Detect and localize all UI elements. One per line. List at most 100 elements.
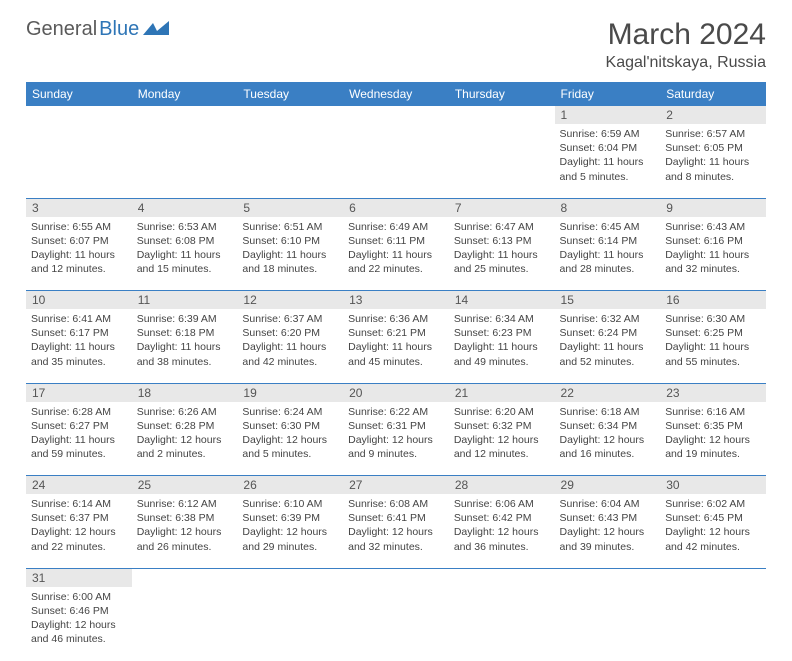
day-cell (237, 587, 343, 661)
month-title: March 2024 (606, 18, 766, 52)
day-content: Sunrise: 6:43 AMSunset: 6:16 PMDaylight:… (665, 220, 761, 277)
day-cell: Sunrise: 6:14 AMSunset: 6:37 PMDaylight:… (26, 494, 132, 568)
day-number-row: 17181920212223 (26, 383, 766, 402)
day-content: Sunrise: 6:22 AMSunset: 6:31 PMDaylight:… (348, 405, 444, 462)
day-content: Sunrise: 6:20 AMSunset: 6:32 PMDaylight:… (454, 405, 550, 462)
day-cell: Sunrise: 6:30 AMSunset: 6:25 PMDaylight:… (660, 309, 766, 383)
day-number: 4 (132, 198, 238, 217)
day-number: 17 (26, 383, 132, 402)
day-content: Sunrise: 6:57 AMSunset: 6:05 PMDaylight:… (665, 127, 761, 184)
day-content: Sunrise: 6:51 AMSunset: 6:10 PMDaylight:… (242, 220, 338, 277)
day-content: Sunrise: 6:06 AMSunset: 6:42 PMDaylight:… (454, 497, 550, 554)
day-number-row: 24252627282930 (26, 476, 766, 495)
day-cell: Sunrise: 6:08 AMSunset: 6:41 PMDaylight:… (343, 494, 449, 568)
day-content: Sunrise: 6:30 AMSunset: 6:25 PMDaylight:… (665, 312, 761, 369)
day-cell: Sunrise: 6:57 AMSunset: 6:05 PMDaylight:… (660, 124, 766, 198)
day-number: 16 (660, 291, 766, 310)
day-cell: Sunrise: 6:00 AMSunset: 6:46 PMDaylight:… (26, 587, 132, 661)
day-content: Sunrise: 6:53 AMSunset: 6:08 PMDaylight:… (137, 220, 233, 277)
day-cell (555, 587, 661, 661)
day-number: 18 (132, 383, 238, 402)
day-content-row: Sunrise: 6:55 AMSunset: 6:07 PMDaylight:… (26, 217, 766, 291)
day-content-row: Sunrise: 6:28 AMSunset: 6:27 PMDaylight:… (26, 402, 766, 476)
day-content: Sunrise: 6:26 AMSunset: 6:28 PMDaylight:… (137, 405, 233, 462)
day-cell: Sunrise: 6:12 AMSunset: 6:38 PMDaylight:… (132, 494, 238, 568)
day-number: 1 (555, 106, 661, 124)
day-content: Sunrise: 6:28 AMSunset: 6:27 PMDaylight:… (31, 405, 127, 462)
day-cell: Sunrise: 6:39 AMSunset: 6:18 PMDaylight:… (132, 309, 238, 383)
day-cell (449, 587, 555, 661)
day-content: Sunrise: 6:55 AMSunset: 6:07 PMDaylight:… (31, 220, 127, 277)
day-content: Sunrise: 6:49 AMSunset: 6:11 PMDaylight:… (348, 220, 444, 277)
day-number: 22 (555, 383, 661, 402)
logo-text-2: Blue (99, 18, 139, 41)
day-cell (237, 124, 343, 198)
day-cell: Sunrise: 6:32 AMSunset: 6:24 PMDaylight:… (555, 309, 661, 383)
weekday-header: Monday (132, 82, 238, 106)
day-cell: Sunrise: 6:43 AMSunset: 6:16 PMDaylight:… (660, 217, 766, 291)
day-cell (132, 124, 238, 198)
day-number: 8 (555, 198, 661, 217)
day-number: 29 (555, 476, 661, 495)
logo: GeneralBlue (26, 18, 169, 41)
day-number (555, 568, 661, 587)
day-number: 13 (343, 291, 449, 310)
day-cell: Sunrise: 6:24 AMSunset: 6:30 PMDaylight:… (237, 402, 343, 476)
header: GeneralBlue March 2024 Kagal'nitskaya, R… (26, 18, 766, 72)
day-number: 3 (26, 198, 132, 217)
day-number (449, 106, 555, 124)
day-content: Sunrise: 6:36 AMSunset: 6:21 PMDaylight:… (348, 312, 444, 369)
day-number: 23 (660, 383, 766, 402)
day-content: Sunrise: 6:16 AMSunset: 6:35 PMDaylight:… (665, 405, 761, 462)
day-content: Sunrise: 6:00 AMSunset: 6:46 PMDaylight:… (31, 590, 127, 647)
day-cell: Sunrise: 6:04 AMSunset: 6:43 PMDaylight:… (555, 494, 661, 568)
day-number: 20 (343, 383, 449, 402)
day-content-row: Sunrise: 6:00 AMSunset: 6:46 PMDaylight:… (26, 587, 766, 661)
day-content-row: Sunrise: 6:14 AMSunset: 6:37 PMDaylight:… (26, 494, 766, 568)
day-number: 26 (237, 476, 343, 495)
day-number: 11 (132, 291, 238, 310)
day-content: Sunrise: 6:47 AMSunset: 6:13 PMDaylight:… (454, 220, 550, 277)
day-cell: Sunrise: 6:37 AMSunset: 6:20 PMDaylight:… (237, 309, 343, 383)
day-content: Sunrise: 6:59 AMSunset: 6:04 PMDaylight:… (560, 127, 656, 184)
day-cell: Sunrise: 6:59 AMSunset: 6:04 PMDaylight:… (555, 124, 661, 198)
day-content: Sunrise: 6:45 AMSunset: 6:14 PMDaylight:… (560, 220, 656, 277)
day-cell (343, 587, 449, 661)
day-number-row: 3456789 (26, 198, 766, 217)
weekday-header: Friday (555, 82, 661, 106)
day-content: Sunrise: 6:37 AMSunset: 6:20 PMDaylight:… (242, 312, 338, 369)
day-number: 19 (237, 383, 343, 402)
weekday-header: Tuesday (237, 82, 343, 106)
day-number (26, 106, 132, 124)
day-cell (449, 124, 555, 198)
day-content: Sunrise: 6:14 AMSunset: 6:37 PMDaylight:… (31, 497, 127, 554)
day-cell: Sunrise: 6:16 AMSunset: 6:35 PMDaylight:… (660, 402, 766, 476)
day-number: 14 (449, 291, 555, 310)
day-number: 27 (343, 476, 449, 495)
day-content: Sunrise: 6:41 AMSunset: 6:17 PMDaylight:… (31, 312, 127, 369)
day-cell: Sunrise: 6:55 AMSunset: 6:07 PMDaylight:… (26, 217, 132, 291)
day-content: Sunrise: 6:12 AMSunset: 6:38 PMDaylight:… (137, 497, 233, 554)
day-cell (343, 124, 449, 198)
day-number: 10 (26, 291, 132, 310)
day-cell (26, 124, 132, 198)
day-content: Sunrise: 6:18 AMSunset: 6:34 PMDaylight:… (560, 405, 656, 462)
day-cell: Sunrise: 6:26 AMSunset: 6:28 PMDaylight:… (132, 402, 238, 476)
day-number (132, 106, 238, 124)
day-cell (660, 587, 766, 661)
day-cell: Sunrise: 6:53 AMSunset: 6:08 PMDaylight:… (132, 217, 238, 291)
day-number-row: 31 (26, 568, 766, 587)
day-cell: Sunrise: 6:45 AMSunset: 6:14 PMDaylight:… (555, 217, 661, 291)
weekday-header: Wednesday (343, 82, 449, 106)
day-content: Sunrise: 6:24 AMSunset: 6:30 PMDaylight:… (242, 405, 338, 462)
day-cell: Sunrise: 6:02 AMSunset: 6:45 PMDaylight:… (660, 494, 766, 568)
day-content: Sunrise: 6:02 AMSunset: 6:45 PMDaylight:… (665, 497, 761, 554)
day-number: 24 (26, 476, 132, 495)
day-number (237, 568, 343, 587)
day-content: Sunrise: 6:04 AMSunset: 6:43 PMDaylight:… (560, 497, 656, 554)
day-content: Sunrise: 6:39 AMSunset: 6:18 PMDaylight:… (137, 312, 233, 369)
day-number: 7 (449, 198, 555, 217)
day-cell: Sunrise: 6:20 AMSunset: 6:32 PMDaylight:… (449, 402, 555, 476)
logo-flag-icon (143, 21, 169, 39)
day-number: 5 (237, 198, 343, 217)
